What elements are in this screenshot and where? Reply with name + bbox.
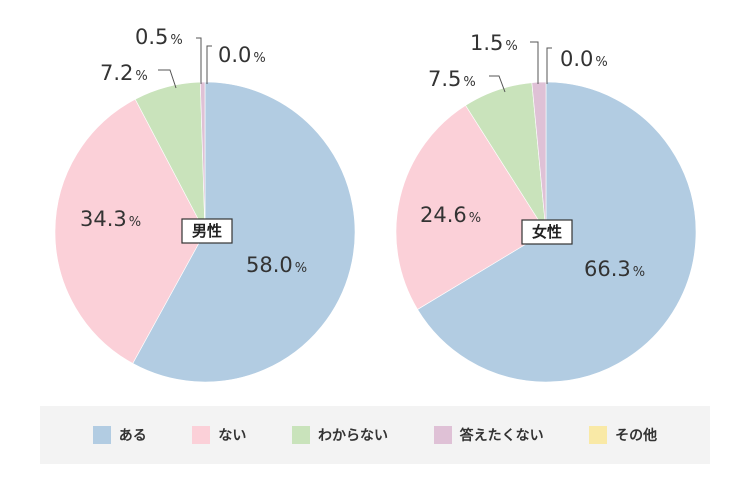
legend-swatch-kotaetakunai — [433, 426, 452, 444]
pie2-value-unit-3: % — [505, 39, 517, 54]
pie1-center-label: 男性 — [192, 222, 222, 240]
legend-label-aru: ある — [118, 428, 147, 444]
legend-item-aru: ある — [92, 425, 147, 445]
pie2-value-label-3: 1.5% — [470, 31, 518, 55]
pie1-slice-0 — [132, 81, 356, 383]
pie1-value-unit-3: % — [170, 33, 182, 48]
pie1-value-label-3: 0.5% — [135, 25, 183, 49]
legend-swatch-sonota — [589, 426, 608, 444]
legend: ある ない わからない 答えたくない その他 — [40, 406, 710, 464]
pie2-value-label-2: 7.5% — [428, 67, 476, 91]
pie2-value-unit-4: % — [595, 55, 607, 70]
legend-item-sonota: その他 — [589, 425, 657, 445]
pie2-value-label-0: 66.3% — [584, 257, 645, 281]
pie2-leader-2 — [489, 75, 506, 93]
pie2-center-box — [521, 219, 573, 245]
pie2-value-unit-0: % — [633, 265, 645, 280]
legend-label-wakaranai: わからない — [317, 428, 388, 444]
legend-swatch-wakaranai — [291, 426, 310, 444]
pie1-leader-4 — [206, 45, 212, 84]
legend-label-kotaetakunai: 答えたくない — [459, 428, 544, 444]
pie1-slice-3 — [199, 81, 206, 233]
legend-item-nai: ない — [192, 425, 246, 445]
legend-label-nai: ない — [218, 428, 247, 444]
pie1-value-label-4: 0.0% — [218, 43, 266, 67]
pie1-value-unit-1: % — [129, 215, 141, 230]
legend-item-kotaetakunai: 答えたくない — [433, 425, 544, 445]
pie2-slice-1 — [395, 104, 547, 310]
pie2-slice-3 — [531, 81, 547, 233]
pie2-value-label-4: 0.0% — [560, 47, 608, 71]
pie2-value-unit-2: % — [463, 75, 475, 90]
pie1-center-box — [181, 218, 233, 244]
pie1-value-unit-2: % — [135, 69, 147, 84]
legend-item-wakaranai: わからない — [291, 425, 388, 445]
pie2-leader-3 — [530, 41, 539, 84]
pie2-value-label-1: 24.6% — [420, 203, 481, 227]
legend-swatch-aru — [92, 426, 111, 444]
pie1-value-label-2: 7.2% — [100, 61, 148, 85]
pie2-value-unit-1: % — [469, 211, 481, 226]
pie1-leader-2 — [158, 69, 177, 89]
legend-label-sonota: その他 — [615, 428, 658, 444]
pie2-leader-4 — [546, 47, 552, 84]
pie1-leader-3 — [196, 37, 202, 84]
pie1-slice-1 — [54, 98, 206, 364]
pie1-value-unit-4: % — [253, 51, 265, 66]
pie1-value-unit-0: % — [295, 261, 307, 276]
pie2-center-label: 女性 — [532, 223, 562, 241]
legend-swatch-nai — [192, 426, 211, 444]
